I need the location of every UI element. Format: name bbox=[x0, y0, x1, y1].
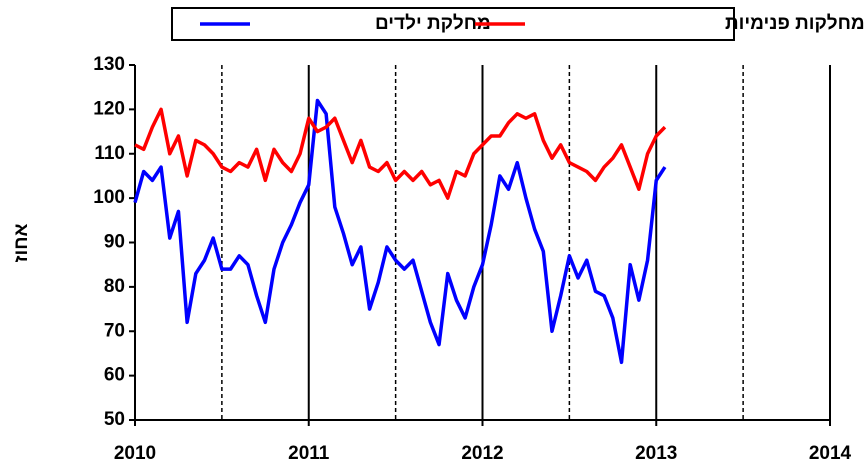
legend-label: מחלקת ילדים bbox=[375, 13, 491, 34]
x-tick-label: 2013 bbox=[635, 443, 677, 464]
y-tick-label: 80 bbox=[104, 276, 125, 297]
y-tick-label: 120 bbox=[93, 98, 125, 119]
y-tick-label: 100 bbox=[93, 187, 125, 208]
y-tick-label: 60 bbox=[104, 365, 125, 386]
y-tick-label: 110 bbox=[94, 143, 125, 164]
x-tick-label: 2014 bbox=[809, 443, 852, 464]
x-tick-label: 2010 bbox=[114, 443, 156, 464]
y-tick-label: 130 bbox=[93, 54, 125, 75]
legend-box bbox=[171, 7, 735, 41]
y-tick-label: 50 bbox=[104, 409, 125, 430]
line bbox=[133, 98, 667, 365]
line bbox=[134, 107, 667, 200]
y-axis-label: אחוז bbox=[11, 223, 32, 262]
y-tick-label: 70 bbox=[104, 320, 125, 341]
x-tick-label: 2012 bbox=[461, 443, 503, 464]
legend-label: מחלקות פנימיות bbox=[725, 13, 865, 34]
x-tick-label: 2011 bbox=[288, 443, 330, 464]
y-tick-label: 90 bbox=[104, 232, 125, 253]
